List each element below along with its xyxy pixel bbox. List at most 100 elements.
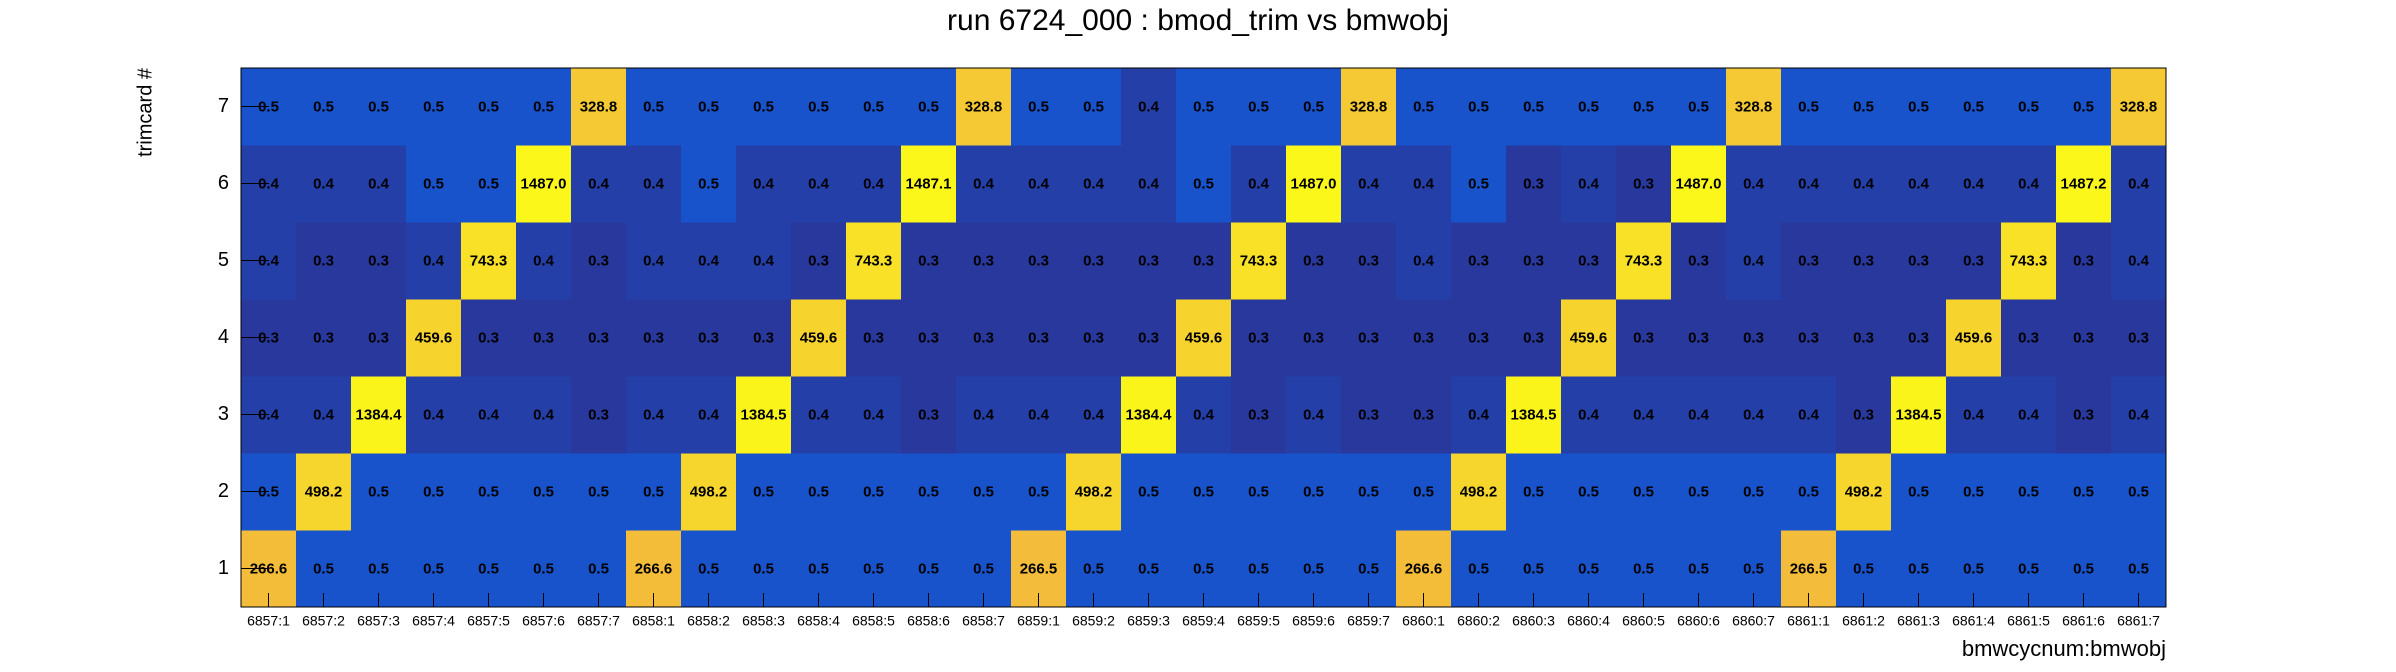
- cell: [1781, 222, 1837, 300]
- cell-label: 0.3: [1578, 252, 1599, 269]
- cell: [1011, 376, 1067, 454]
- cell: [1341, 453, 1397, 531]
- cell: [1616, 222, 1672, 300]
- cell-label: 0.5: [1193, 560, 1214, 577]
- x-tick-label: 6857:6: [522, 613, 565, 629]
- cell-label: 0.5: [1633, 560, 1654, 577]
- x-tick-label: 6860:7: [1732, 613, 1775, 629]
- cell: [1891, 299, 1947, 377]
- cell-label: 0.5: [1633, 483, 1654, 500]
- cell-label: 0.5: [753, 560, 774, 577]
- cell-label: 0.4: [368, 175, 390, 192]
- cell-label: 0.4: [643, 406, 665, 423]
- cell: [1506, 68, 1562, 146]
- cell-label: 0.4: [1248, 175, 1270, 192]
- cell-label: 498.2: [305, 483, 343, 500]
- cell: [1231, 376, 1287, 454]
- cell: [1671, 222, 1727, 300]
- cell: [406, 68, 462, 146]
- cell: [736, 68, 792, 146]
- cell-label: 0.5: [698, 560, 719, 577]
- cell-label: 0.3: [1303, 329, 1324, 346]
- cell-label: 0.4: [1468, 406, 1490, 423]
- x-tick-label: 6860:1: [1402, 613, 1445, 629]
- cell: [1671, 145, 1727, 223]
- cell-label: 266.6: [1405, 560, 1443, 577]
- cell-label: 0.5: [533, 98, 554, 115]
- cell: [1891, 453, 1947, 531]
- cell: [2111, 453, 2167, 531]
- cell: [956, 68, 1012, 146]
- cell-label: 0.5: [1908, 98, 1929, 115]
- cell: [1396, 222, 1452, 300]
- cell: [1121, 453, 1177, 531]
- cell: [1396, 453, 1452, 531]
- cell: [1231, 299, 1287, 377]
- cell: [1671, 68, 1727, 146]
- cell-label: 328.8: [580, 98, 618, 115]
- cell-label: 328.8: [965, 98, 1003, 115]
- cell: [406, 222, 462, 300]
- cell: [1946, 68, 2002, 146]
- cell: [461, 222, 517, 300]
- cell: [846, 299, 902, 377]
- y-tick-label: 7: [218, 95, 229, 117]
- cell-label: 0.5: [1688, 483, 1709, 500]
- x-tick-label: 6857:7: [577, 613, 620, 629]
- cell: [1506, 299, 1562, 377]
- cell-label: 0.4: [1413, 252, 1435, 269]
- cell-label: 0.4: [313, 406, 335, 423]
- cell: [1506, 145, 1562, 223]
- cell: [901, 222, 957, 300]
- cell-label: 0.5: [2128, 483, 2149, 500]
- cell-label: 0.5: [1853, 98, 1874, 115]
- cell-label: 0.5: [2018, 560, 2039, 577]
- cell-label: 0.4: [2128, 406, 2150, 423]
- cell-label: 743.3: [470, 252, 508, 269]
- cell-label: 0.4: [588, 175, 610, 192]
- cell: [1561, 222, 1617, 300]
- cell-label: 0.3: [1138, 252, 1159, 269]
- cell: [351, 376, 407, 454]
- cell: [681, 68, 737, 146]
- cell: [626, 376, 682, 454]
- cell-label: 0.5: [1193, 175, 1214, 192]
- cell-label: 0.5: [1963, 560, 1984, 577]
- cell-label: 0.3: [918, 329, 939, 346]
- cell-label: 0.5: [1578, 98, 1599, 115]
- cell: [736, 145, 792, 223]
- cell: [2056, 299, 2112, 377]
- cell: [791, 299, 847, 377]
- cell-label: 0.5: [1248, 483, 1269, 500]
- cell: [901, 376, 957, 454]
- cell: [901, 68, 957, 146]
- cell-label: 0.4: [2128, 252, 2150, 269]
- cell: [2111, 145, 2167, 223]
- cell: [626, 222, 682, 300]
- cell-label: 0.5: [2073, 560, 2094, 577]
- x-tick-label: 6860:6: [1677, 613, 1720, 629]
- cell-label: 0.4: [1193, 406, 1215, 423]
- cell: [1726, 68, 1782, 146]
- cell: [406, 376, 462, 454]
- cell: [296, 299, 352, 377]
- cell-label: 1384.4: [356, 406, 403, 423]
- cell: [1946, 376, 2002, 454]
- cell-label: 0.3: [2073, 252, 2094, 269]
- cell: [2111, 222, 2167, 300]
- cell-label: 0.4: [753, 175, 775, 192]
- cell: [1451, 145, 1507, 223]
- cell-label: 0.5: [478, 98, 499, 115]
- cell-label: 0.5: [1193, 483, 1214, 500]
- cell-label: 0.5: [698, 175, 719, 192]
- cell: [2056, 68, 2112, 146]
- cell-label: 0.3: [698, 329, 719, 346]
- x-tick-label: 6859:3: [1127, 613, 1170, 629]
- cell-label: 0.4: [533, 252, 555, 269]
- cell: [846, 376, 902, 454]
- cell: [1176, 145, 1232, 223]
- cell: [1341, 299, 1397, 377]
- cell: [1011, 299, 1067, 377]
- cell-label: 0.4: [423, 252, 445, 269]
- cell-label: 0.3: [1798, 252, 1819, 269]
